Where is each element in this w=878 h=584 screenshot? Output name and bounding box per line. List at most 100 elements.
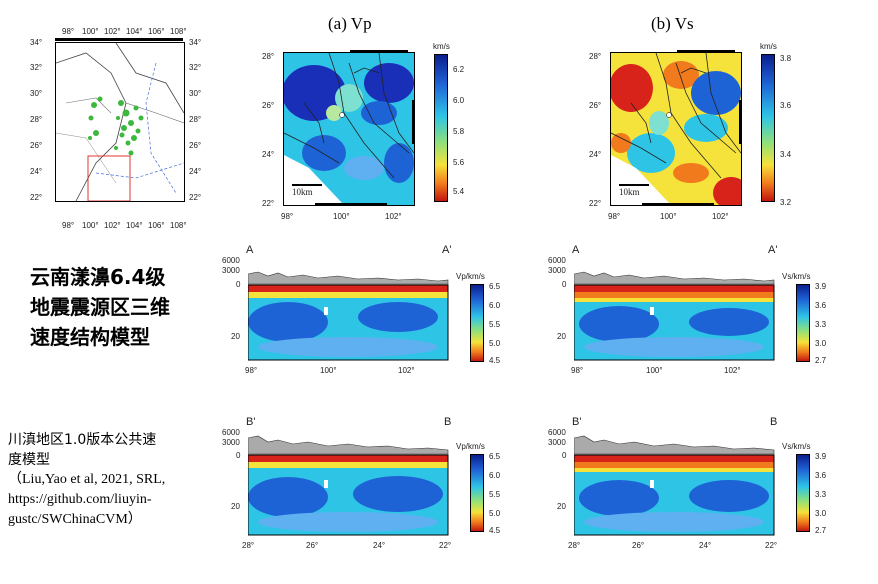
bb-vs-x-24: 24° <box>699 541 712 550</box>
inset-lat-22-r: 22° <box>189 193 202 202</box>
vp-lon-102: 102° <box>385 212 402 221</box>
bb-vp-x-26: 26° <box>306 541 319 550</box>
aa-vs-cbar-3-0: 3.0 <box>815 339 827 348</box>
inset-lat-32-r: 32° <box>189 63 202 72</box>
aa-vp-cbar-6-5: 6.5 <box>489 282 501 291</box>
aa-vp-graphic <box>248 271 449 361</box>
inset-lat-34: 34° <box>30 38 43 47</box>
vs-cbar-3-6: 3.6 <box>780 101 792 110</box>
aa-vp-x-100: 100° <box>320 366 337 375</box>
vp-lon-98: 98° <box>281 212 294 221</box>
vp-cbar-5-6: 5.6 <box>453 158 465 167</box>
bb-vs-cbar-3-3: 3.3 <box>815 490 827 499</box>
vs-cbar-3-4: 3.4 <box>780 150 792 159</box>
bb-vs-x-22: 22° <box>765 541 778 550</box>
aa-vp-start: A <box>246 244 254 256</box>
bb-vp-x-28: 28° <box>242 541 255 550</box>
aa-vs-x-102: 102° <box>724 366 741 375</box>
bb-vp-elev-0: 0 <box>236 451 241 460</box>
aa-vp-cbar-4-5: 4.5 <box>489 356 501 365</box>
bb-vp-unit: Vp/km/s <box>456 442 485 451</box>
vs-map-graphic <box>611 53 741 205</box>
bb-vp-elev-6000: 6000 <box>222 428 240 437</box>
aa-vs-unit: Vs/km/s <box>782 272 811 281</box>
vs-map-colorbar <box>761 54 775 202</box>
aa-vs-colorbar <box>796 284 810 362</box>
vs-map-frame <box>610 52 742 206</box>
bb-vs-x-28: 28° <box>568 541 581 550</box>
vs-cbar-3-2: 3.2 <box>780 198 792 207</box>
inset-lat-32: 32° <box>30 63 43 72</box>
bb-vp-cbar-5-0: 5.0 <box>489 509 501 518</box>
aa-vs-elev-3000: 3000 <box>548 266 566 275</box>
credit-line-1: 川滇地区1.0版本公共速 <box>8 432 157 448</box>
bb-vp-x-22: 22° <box>439 541 452 550</box>
aa-vp-depth-20: 20 <box>231 332 240 341</box>
inset-lat-24: 24° <box>30 167 43 176</box>
vs-title: (b) Vs <box>651 14 694 33</box>
inset-map-graphic <box>56 43 184 201</box>
inset-lat-22: 22° <box>30 193 43 202</box>
bb-vp-cbar-6-5: 6.5 <box>489 452 501 461</box>
inset-lon-106-b: 106° <box>148 221 165 230</box>
caption-line-1: 云南漾濞6.4级 <box>30 265 166 289</box>
bb-vp-cbar-6-0: 6.0 <box>489 471 501 480</box>
aa-vp-cbar-5-5: 5.5 <box>489 320 501 329</box>
bb-vs-cbar-2-7: 2.7 <box>815 526 827 535</box>
bb-vp-cbar-4-5: 4.5 <box>489 526 501 535</box>
inset-lat-26-r: 26° <box>189 141 202 150</box>
aa-vs-cbar-3-9: 3.9 <box>815 282 827 291</box>
aa-vp-cbar-6-0: 6.0 <box>489 301 501 310</box>
credit-line-4: https://github.com/liuyin- <box>8 492 152 507</box>
aa-vs-start: A <box>572 244 580 256</box>
vp-cbar-5-8: 5.8 <box>453 127 465 136</box>
bb-vp-end: B <box>444 416 452 428</box>
aa-vs-cbar-3-3: 3.3 <box>815 320 827 329</box>
vs-lat-24: 24° <box>589 150 602 159</box>
bb-vs-elev-3000: 3000 <box>548 438 566 447</box>
vs-lat-28: 28° <box>589 52 602 61</box>
aa-vp-x-102: 102° <box>398 366 415 375</box>
inset-lat-34-r: 34° <box>189 38 202 47</box>
inset-lon-98: 98° <box>62 27 75 36</box>
bb-vp-graphic <box>248 435 449 536</box>
aa-vs-graphic <box>574 271 775 361</box>
vs-cbar-3-8: 3.8 <box>780 54 792 63</box>
inset-lat-26: 26° <box>30 141 43 150</box>
vp-cbar-5-4: 5.4 <box>453 187 465 196</box>
caption-line-2: 地震震源区三维 <box>30 295 170 319</box>
bb-vs-depth-20: 20 <box>557 502 566 511</box>
aa-vs-end: A' <box>768 244 778 256</box>
vs-scale-label: 10km <box>619 187 640 197</box>
bb-vp-elev-3000: 3000 <box>222 438 240 447</box>
bb-vs-unit: Vs/km/s <box>782 442 811 451</box>
bb-vs-graphic <box>574 435 775 536</box>
bb-vs-end: B <box>770 416 778 428</box>
inset-lat-28-r: 28° <box>189 115 202 124</box>
vs-map-unit: km/s <box>760 42 777 51</box>
model-credit: 川滇地区1.0版本公共速 度模型 （Liu,Yao et al, 2021, S… <box>8 430 165 530</box>
vp-cbar-6-2: 6.2 <box>453 65 465 74</box>
vs-lon-98: 98° <box>608 212 621 221</box>
vp-map-frame <box>283 52 415 206</box>
vp-lon-100: 100° <box>333 212 350 221</box>
inset-lon-104-b: 104° <box>126 221 143 230</box>
vp-map-colorbar <box>434 54 448 202</box>
figure-caption: 云南漾濞6.4级 地震震源区三维 速度结构模型 <box>30 262 170 352</box>
bb-vs-elev-0: 0 <box>562 451 567 460</box>
caption-line-3: 速度结构模型 <box>30 325 150 349</box>
inset-lon-100: 100° <box>82 27 99 36</box>
bb-vp-depth-20: 20 <box>231 502 240 511</box>
vp-title: (a) Vp <box>328 14 372 33</box>
inset-lat-28: 28° <box>30 115 43 124</box>
aa-vs-x-98: 98° <box>571 366 584 375</box>
aa-vp-elev-3000: 3000 <box>222 266 240 275</box>
aa-vp-cbar-5-0: 5.0 <box>489 339 501 348</box>
bb-vs-cbar-3-9: 3.9 <box>815 452 827 461</box>
aa-vs-x-100: 100° <box>646 366 663 375</box>
bb-vs-elev-6000: 6000 <box>548 428 566 437</box>
vp-lat-24: 24° <box>262 150 275 159</box>
vp-cbar-6-0: 6.0 <box>453 96 465 105</box>
bb-vs-cbar-3-0: 3.0 <box>815 509 827 518</box>
aa-vp-elev-6000: 6000 <box>222 256 240 265</box>
